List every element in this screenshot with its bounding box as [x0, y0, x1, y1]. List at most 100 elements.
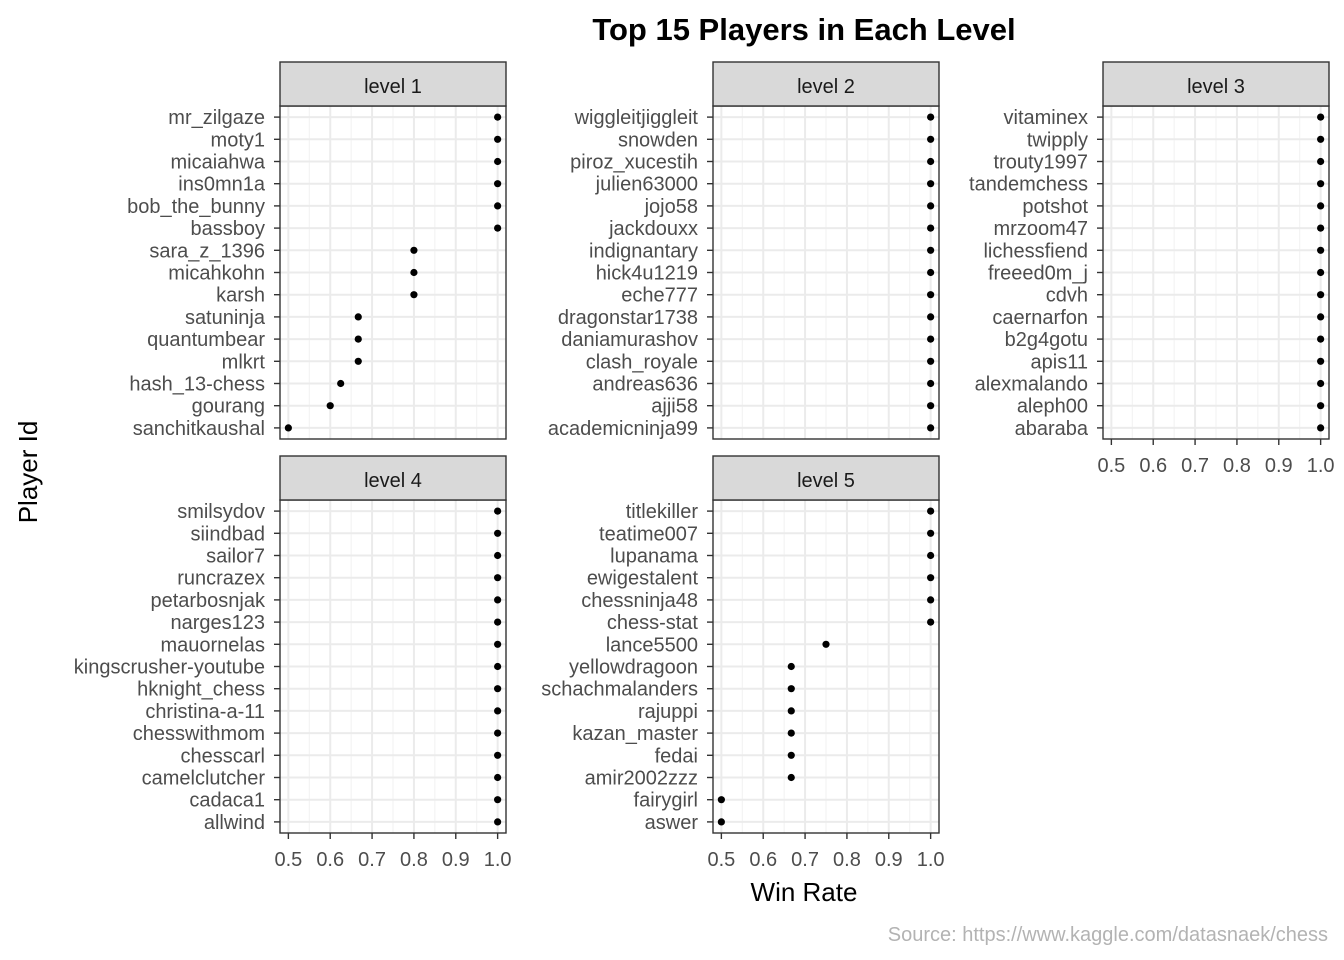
- data-point: [927, 424, 935, 432]
- data-point: [717, 818, 725, 826]
- y-tick-label: snowden: [618, 129, 698, 151]
- y-tick-label: aleph00: [1017, 396, 1088, 418]
- facet-4: level 4 smilsydovsiindbadsailor7runcrazex…: [74, 455, 512, 871]
- y-tick-label: jojo58: [644, 196, 698, 218]
- y-tick-label: caernarfon: [992, 307, 1088, 329]
- data-point: [1317, 268, 1325, 277]
- facet-strip-label: level 1: [364, 76, 422, 98]
- data-point: [494, 180, 502, 188]
- data-point: [927, 291, 935, 299]
- data-point: [927, 335, 935, 343]
- data-point: [1317, 157, 1325, 166]
- data-point: [822, 640, 830, 648]
- y-tick-label: tandemchess: [969, 174, 1088, 196]
- x-tick-label: 0.6: [1139, 455, 1167, 477]
- x-tick-label: 0.6: [749, 849, 777, 871]
- data-point: [927, 224, 935, 232]
- y-tick-label: dragonstar1738: [558, 307, 698, 329]
- data-point: [494, 551, 502, 560]
- facet-3: level 3 vitaminextwipplytrouty1997tandemc…: [969, 61, 1335, 477]
- y-tick-label: smilsydov: [177, 501, 265, 523]
- data-point: [927, 313, 935, 321]
- data-point: [1317, 379, 1325, 388]
- y-tick-label: b2g4gotu: [1005, 329, 1088, 351]
- y-tick-label: mrzoom47: [994, 218, 1088, 240]
- y-tick-label: sanchitkaushal: [133, 418, 265, 440]
- facet-strip-label: level 4: [364, 470, 422, 492]
- facet-1: level 1mr_zilgazemoty1micaiahwains0mn1ab…: [127, 61, 507, 440]
- data-point: [1317, 424, 1325, 432]
- y-tick-label: abaraba: [1015, 418, 1089, 440]
- data-point: [326, 402, 334, 410]
- data-point: [1317, 246, 1325, 254]
- x-tick-label: 0.8: [400, 849, 428, 871]
- data-point: [354, 335, 362, 343]
- data-point: [927, 268, 935, 277]
- y-tick-label: eche777: [621, 285, 698, 307]
- data-point: [927, 246, 935, 254]
- data-point: [1317, 335, 1325, 343]
- y-tick-label: bob_the_bunny: [127, 196, 265, 218]
- y-tick-label: potshot: [1022, 196, 1088, 218]
- x-tick-label: 0.6: [316, 849, 344, 871]
- data-point: [494, 574, 502, 582]
- facet-strip-label: level 3: [1187, 76, 1245, 98]
- data-point: [410, 291, 418, 299]
- x-tick-label: 1.0: [917, 849, 945, 871]
- x-tick-label: 0.8: [1223, 455, 1251, 477]
- facet-strip: [712, 61, 940, 107]
- y-tick-label: bassboy: [191, 218, 266, 240]
- data-point: [494, 685, 502, 693]
- facet-strip-label: level 2: [797, 76, 855, 98]
- y-tick-label: academicninja99: [548, 418, 698, 440]
- data-point: [1317, 180, 1325, 188]
- data-point: [494, 618, 502, 626]
- y-tick-label: petarbosnjak: [150, 590, 266, 612]
- x-tick-label: 0.5: [707, 849, 735, 871]
- y-tick-label: chess-stat: [607, 612, 699, 634]
- data-point: [494, 818, 502, 826]
- y-tick-label: sara_z_1396: [149, 240, 265, 262]
- data-point: [927, 113, 935, 121]
- x-tick-label: 0.8: [833, 849, 861, 871]
- x-tick-label: 0.5: [1097, 455, 1125, 477]
- y-tick-label: mlkrt: [222, 351, 266, 373]
- data-point: [927, 135, 935, 143]
- facet-strip: [279, 455, 507, 501]
- data-point: [494, 596, 502, 604]
- y-tick-label: cdvh: [1046, 285, 1088, 307]
- data-point: [927, 202, 935, 210]
- y-tick-label: mauornelas: [160, 634, 265, 656]
- data-point: [717, 796, 725, 804]
- y-axis-title: Player Id: [13, 421, 43, 524]
- y-tick-label: micahkohn: [168, 263, 265, 285]
- y-tick-label: julien63000: [595, 174, 698, 196]
- y-tick-label: lupanama: [610, 546, 699, 568]
- y-tick-label: freeed0m_j: [988, 263, 1088, 285]
- y-tick-label: hick4u1219: [596, 263, 698, 285]
- y-tick-label: quantumbear: [147, 329, 265, 351]
- data-point: [787, 662, 795, 671]
- data-point: [787, 751, 795, 759]
- y-tick-label: apis11: [1031, 351, 1088, 373]
- y-tick-label: twipply: [1027, 129, 1088, 151]
- y-tick-label: moty1: [211, 129, 265, 151]
- x-tick-label: 0.5: [274, 849, 302, 871]
- y-tick-label: gourang: [192, 396, 265, 418]
- data-point: [410, 246, 418, 254]
- y-tick-label: allwind: [204, 812, 265, 834]
- y-tick-label: rajuppi: [638, 701, 698, 723]
- data-point: [494, 796, 502, 804]
- y-tick-label: titlekiller: [626, 501, 699, 523]
- y-tick-label: christina-a-11: [145, 701, 265, 723]
- data-point: [927, 379, 935, 388]
- facet-strip: [712, 455, 940, 501]
- data-point: [494, 202, 502, 210]
- data-point: [494, 135, 502, 143]
- data-point: [494, 157, 502, 166]
- data-point: [494, 529, 502, 537]
- x-tick-label: 0.7: [791, 849, 819, 871]
- y-tick-label: lance5500: [606, 634, 698, 656]
- data-point: [927, 157, 935, 166]
